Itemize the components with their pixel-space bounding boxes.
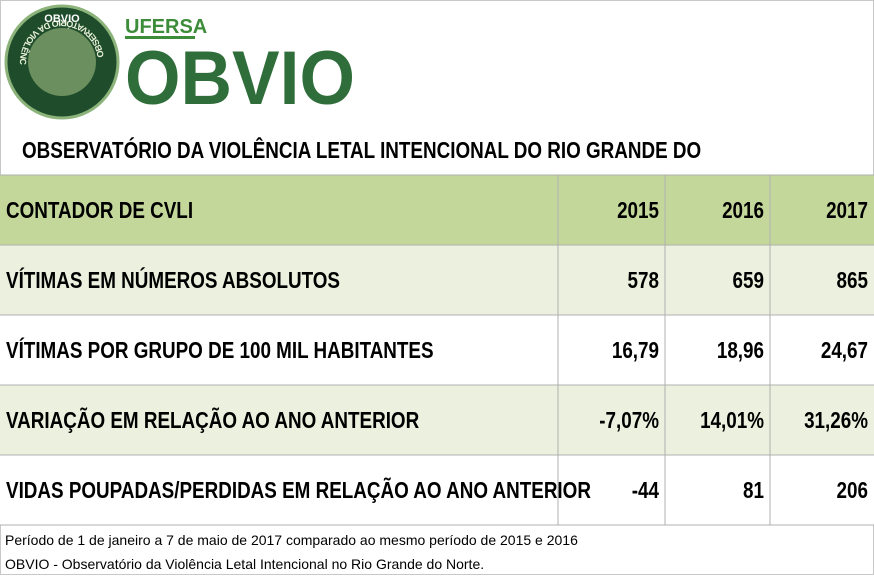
note: OBVIO - Observatório da Violência Letal … xyxy=(5,556,484,572)
cell-label: VIDAS POUPADAS/PERDIDAS EM RELAÇÃO AO AN… xyxy=(6,478,591,503)
cell-label: VÍTIMAS EM NÚMEROS ABSOLUTOS xyxy=(6,267,340,293)
table-row xyxy=(0,455,874,525)
cell-value: 24,67 xyxy=(821,338,868,363)
cell-value: 16,79 xyxy=(612,338,659,363)
cell-value: 2017 xyxy=(826,198,868,223)
brand: OBVIO xyxy=(125,36,355,121)
university-rule xyxy=(125,36,195,39)
cell-value: 2016 xyxy=(722,198,764,223)
cell-value: 81 xyxy=(743,478,764,503)
cell-value: 206 xyxy=(837,478,868,503)
cell-value: 865 xyxy=(837,268,869,293)
cell-value: 659 xyxy=(733,268,764,293)
logo-badge-text: OBVIO xyxy=(44,13,80,25)
table-row xyxy=(0,315,874,385)
table-header xyxy=(0,175,874,245)
cell-value: 14,01% xyxy=(700,408,764,433)
university: UFERSA xyxy=(125,16,207,38)
cell-value: 578 xyxy=(628,268,660,293)
cell-value: 31,26% xyxy=(804,408,868,433)
cell-label: VARIAÇÃO EM RELAÇÃO AO ANO ANTERIOR xyxy=(6,408,419,433)
table: CONTADOR DE CVLI 2015 2016 2017 VÍTIMAS EM N… xyxy=(0,174,874,526)
cell-value: -7,07% xyxy=(599,408,659,433)
cell-value: 2015 xyxy=(617,198,659,223)
cell-label: VÍTIMAS POR GRUPO DE 100 MIL HABITANTES xyxy=(6,338,434,363)
cell-value: 18,96 xyxy=(717,338,764,363)
cell-label: CONTADOR DE CVLI xyxy=(6,198,193,223)
table-row xyxy=(0,245,874,315)
logo-inner xyxy=(28,28,96,96)
note: Período de 1 de janeiro a 7 de maio de 2… xyxy=(5,532,578,548)
table-row xyxy=(0,385,874,455)
cell-value: -44 xyxy=(632,478,660,503)
title: OBSERVATÓRIO DA VIOLÊNCIA LETAL INTENCIO… xyxy=(22,137,701,163)
